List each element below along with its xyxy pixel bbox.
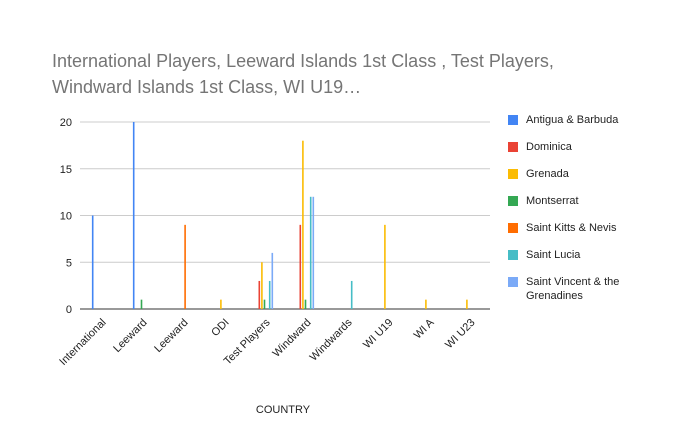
- legend: Antigua & Barbuda Dominica Grenada Montserr…: [508, 113, 658, 316]
- x-tick-label: WI U23: [443, 317, 477, 351]
- legend-item: Saint Vincent & the Grenadines: [508, 275, 658, 303]
- bar: [309, 196, 312, 309]
- x-tick-label: Leeward: [111, 317, 149, 355]
- y-tick-label: 5: [66, 257, 72, 269]
- x-tick-label: Leeward: [152, 317, 190, 355]
- x-tick-label: ODI: [209, 317, 231, 339]
- y-tick-label: 15: [60, 164, 72, 176]
- legend-item: Grenada: [508, 167, 658, 181]
- x-tick-label: WI U19: [361, 317, 395, 351]
- legend-label: Saint Kitts & Nevis: [526, 222, 617, 234]
- bar: [220, 299, 222, 309]
- bar: [312, 196, 315, 309]
- legend-item: Saint Lucia: [508, 248, 658, 262]
- bar: [91, 215, 94, 309]
- x-tick-label: Windwards: [308, 316, 355, 363]
- bar: [132, 122, 135, 309]
- legend-item: Saint Kitts & Nevis: [508, 221, 658, 235]
- bar: [466, 299, 468, 309]
- legend-swatch: [508, 169, 518, 179]
- legend-label: Dominica: [526, 141, 572, 153]
- legend-swatch: [508, 115, 518, 125]
- y-tick-label: 10: [60, 211, 72, 223]
- x-tick-label: WI A: [412, 316, 437, 341]
- legend-label: Saint Lucia: [526, 249, 581, 261]
- bar: [271, 252, 274, 309]
- legend-label: Antigua & Barbuda: [526, 114, 619, 126]
- bar: [304, 299, 307, 309]
- legend-label: Grenada: [526, 168, 569, 180]
- bar: [268, 280, 271, 309]
- bar: [425, 299, 427, 309]
- legend-swatch: [508, 196, 518, 206]
- bar: [302, 140, 304, 309]
- legend-swatch: [508, 250, 518, 260]
- bar: [258, 280, 261, 309]
- x-tick-label: Windward: [271, 317, 314, 360]
- y-tick-label: 20: [60, 117, 72, 129]
- legend-swatch: [508, 223, 518, 233]
- bar: [350, 280, 353, 309]
- bar: [261, 262, 263, 309]
- bar: [384, 224, 386, 309]
- legend-item: Dominica: [508, 140, 658, 154]
- bar: [184, 224, 186, 309]
- legend-item: Montserrat: [508, 194, 658, 208]
- bar: [140, 299, 143, 309]
- legend-swatch: [508, 142, 518, 152]
- y-tick-label: 0: [66, 304, 72, 316]
- legend-label: Montserrat: [526, 195, 579, 207]
- chart-title: International Players, Leeward Islands 1…: [52, 51, 554, 71]
- bar: [299, 224, 302, 309]
- legend-item: Antigua & Barbuda: [508, 113, 658, 127]
- chart-title: Windward Islands 1st Class, WI U19…: [52, 77, 361, 97]
- legend-swatch: [508, 277, 518, 287]
- bar: [263, 299, 266, 309]
- legend-label: Saint Vincent & the Grenadines: [526, 276, 620, 302]
- x-axis-label: COUNTRY: [256, 404, 311, 416]
- x-tick-label: International: [57, 317, 108, 368]
